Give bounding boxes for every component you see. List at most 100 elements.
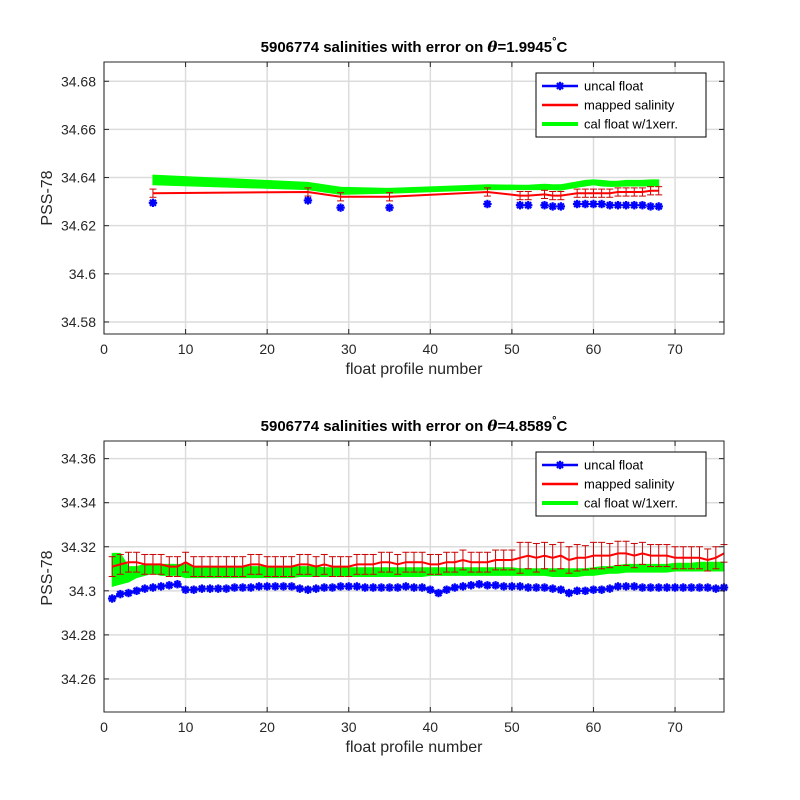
chart-top-axes-box [103, 61, 725, 335]
chart-bottom-uncal-point-23-d2 [295, 584, 304, 593]
chart-top-uncal-point-9 [556, 202, 566, 211]
chart-bottom-uncal-point-56-d2 [565, 589, 573, 597]
chart-bottom-uncal-point-2-d2 [124, 589, 133, 597]
chart-bottom-uncal-point-37 [409, 583, 419, 592]
chart-bottom-legend: uncal float mapped salinity cal float w/1x… [535, 451, 707, 517]
chart-top-uncal-point-11-d2 [581, 200, 590, 208]
chart-top-uncal-point-6 [524, 201, 533, 210]
chart-top-uncal-point-3 [385, 203, 394, 212]
chart-bottom-legend-item-2: cal float w/1xerr. [542, 496, 678, 511]
chart-bottom-uncal-point-20-d2 [271, 582, 280, 591]
chart-bottom-uncal-point-9 [181, 585, 190, 594]
chart-bottom-uncal-point-30 [352, 582, 362, 591]
chart-bottom-uncal-point-58-d2 [581, 587, 590, 595]
chart-top-title-unit: C [556, 39, 567, 56]
chart-bottom-uncal-point-42 [450, 583, 459, 592]
chart-bottom-uncal-point-72-d2 [695, 583, 704, 592]
chart-bottom-ytick-label-5: 34.36 [61, 451, 96, 467]
chart-bottom-title-unit: C [556, 418, 567, 435]
chart-bottom-uncal-point-35 [393, 583, 402, 592]
chart-bottom-uncal-point-37-d2 [410, 583, 418, 592]
chart-bottom-uncal-point-10 [189, 585, 198, 594]
chart-bottom-uncal-point-16-d2 [238, 583, 247, 592]
chart-bottom-uncal-point-70 [679, 583, 688, 592]
chart-bottom-uncal-point-36-d2 [402, 582, 410, 591]
chart-top-uncal-point-3-d2 [385, 203, 394, 212]
chart-bottom-uncal-point-38-d2 [418, 583, 426, 592]
chart-bottom-ytick-label-2: 34.3 [69, 583, 96, 599]
chart-top-uncal-point-12 [589, 199, 598, 209]
chart-bottom-uncal-point-12-d2 [206, 584, 214, 593]
chart-bottom-uncal-point-73-d2 [703, 583, 712, 592]
chart-bottom-uncal-point-53 [540, 583, 549, 592]
chart-top-uncal-point-16-d2 [622, 201, 630, 210]
chart-bottom-uncal-point-69 [670, 583, 680, 592]
chart-top-uncal-point-1-d2 [304, 196, 312, 205]
chart-top-xtick-label-1: 10 [178, 341, 194, 357]
chart-bottom-legend-label-0: uncal float [584, 458, 644, 473]
chart-bottom-uncal-point-36 [401, 582, 411, 591]
chart-bottom-uncal-point-5 [148, 583, 158, 592]
chart-top-xtick-label-3: 30 [341, 341, 357, 357]
chart-bottom-uncal-point-8 [173, 580, 182, 589]
chart-bottom-title-value: =4.8589 [497, 418, 552, 435]
chart-bottom-uncal-point-54-d2 [548, 584, 557, 593]
chart-top-ytick-label-3: 34.64 [61, 170, 96, 186]
chart-bottom-uncal-point-65-d2 [638, 583, 647, 592]
chart-bottom-uncal-point-19 [262, 582, 272, 591]
chart-bottom-uncal-point-23 [295, 584, 304, 593]
chart-top-uncal-point-5-d2 [516, 201, 524, 210]
chart-bottom-uncal-point-34 [385, 583, 394, 592]
chart-bottom-uncal-point-49 [507, 582, 517, 591]
chart-bottom-uncal-point-57-d2 [573, 587, 581, 595]
chart-top-cal-band [152, 174, 660, 195]
chart-bottom-uncal-point-61 [605, 584, 614, 593]
chart-bottom-uncal-point-32-d2 [369, 583, 378, 592]
chart-top-uncal-point-7-d2 [540, 201, 549, 210]
chart-bottom-uncal-point-51 [524, 583, 533, 592]
chart-top-uncal-point-4-d2 [483, 200, 492, 208]
chart-bottom-uncal-point-34-d2 [385, 583, 394, 592]
chart-bottom-ytick-label-4: 34.34 [61, 495, 96, 511]
chart-bottom-uncal-point-32 [369, 583, 378, 592]
chart-bottom-uncal-point-46-d2 [483, 581, 492, 590]
chart-top-uncal-point-18-d2 [638, 201, 647, 210]
chart-top-uncal-point-19-d2 [646, 202, 655, 211]
chart-top-uncal-point-13-d2 [597, 200, 606, 208]
chart-bottom-uncal-point-42-d2 [450, 583, 459, 592]
chart-bottom-uncal-point-18 [254, 582, 264, 591]
chart-bottom-uncal-markers [107, 580, 729, 603]
chart-top-ytick-label-5: 34.68 [61, 73, 96, 89]
chart-bottom-uncal-point-47 [491, 581, 500, 590]
chart-top-title: 5906774 salinities with error on θ=1.994… [261, 36, 568, 56]
chart-bottom-legend-label-1: mapped salinity [584, 477, 675, 492]
chart-top-uncal-point-2-d2 [336, 203, 345, 212]
chart-top-uncal-point-4 [483, 199, 492, 209]
chart-bottom-uncal-point-64 [630, 582, 639, 591]
chart-bottom-uncal-point-57 [572, 586, 582, 596]
chart-top-uncal-point-17 [630, 201, 639, 210]
chart-bottom-uncal-point-10-d2 [189, 585, 198, 594]
chart-bottom-uncal-point-46 [483, 581, 492, 590]
chart-top-xtick-label-6: 60 [586, 341, 602, 357]
chart-bottom-uncal-point-4 [140, 584, 149, 593]
chart-bottom-uncal-point-31 [360, 583, 370, 592]
chart-top-ytick-label-4: 34.66 [61, 121, 96, 137]
chart-bottom-uncal-point-59 [589, 585, 598, 594]
chart-bottom-uncal-point-39-d2 [426, 585, 435, 594]
chart-bottom: 5906774 salinities with error on θ=4.858… [39, 415, 729, 756]
chart-bottom-uncal-point-7-d2 [165, 581, 174, 590]
chart-top-uncal-point-14 [605, 201, 614, 210]
chart-bottom-uncal-point-3 [132, 586, 141, 596]
chart-top-legend-marker-0-d2 [556, 82, 564, 90]
chart-bottom-uncal-point-30-d2 [353, 582, 361, 591]
chart-bottom-uncal-point-2 [124, 588, 133, 598]
chart-bottom-uncal-point-40-d2 [434, 589, 443, 597]
chart-top-title-theta: θ [487, 38, 497, 56]
chart-bottom-uncal-point-24 [303, 585, 313, 594]
chart-bottom-uncal-point-45-d2 [475, 580, 484, 589]
chart-bottom-ytick-label-3: 34.32 [61, 539, 96, 555]
chart-bottom-uncal-point-48 [499, 582, 508, 591]
chart-bottom-uncal-point-54 [548, 584, 557, 593]
